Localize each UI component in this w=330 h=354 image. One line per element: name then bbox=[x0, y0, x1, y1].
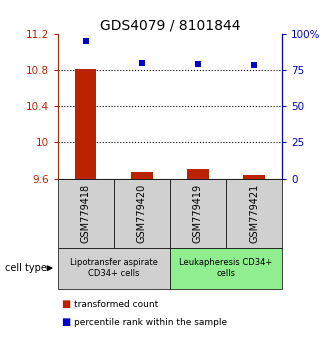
Text: transformed count: transformed count bbox=[74, 300, 158, 309]
Bar bbox=[131, 172, 152, 179]
Text: cell type: cell type bbox=[5, 263, 47, 273]
Text: Leukapheresis CD34+
cells: Leukapheresis CD34+ cells bbox=[180, 258, 273, 278]
Point bbox=[251, 63, 257, 68]
Text: GSM779418: GSM779418 bbox=[81, 184, 91, 243]
Point bbox=[195, 61, 201, 67]
Text: Lipotransfer aspirate
CD34+ cells: Lipotransfer aspirate CD34+ cells bbox=[70, 258, 158, 278]
Bar bbox=[75, 69, 96, 179]
Text: GSM779419: GSM779419 bbox=[193, 184, 203, 243]
Text: GSM779420: GSM779420 bbox=[137, 184, 147, 243]
Bar bbox=[187, 169, 209, 179]
Text: ■: ■ bbox=[61, 299, 70, 309]
Text: GSM779421: GSM779421 bbox=[249, 184, 259, 243]
Point bbox=[139, 60, 145, 65]
Text: ■: ■ bbox=[61, 317, 70, 327]
Title: GDS4079 / 8101844: GDS4079 / 8101844 bbox=[100, 18, 240, 33]
Point bbox=[83, 38, 88, 44]
Bar bbox=[244, 175, 265, 179]
Text: percentile rank within the sample: percentile rank within the sample bbox=[74, 318, 227, 327]
